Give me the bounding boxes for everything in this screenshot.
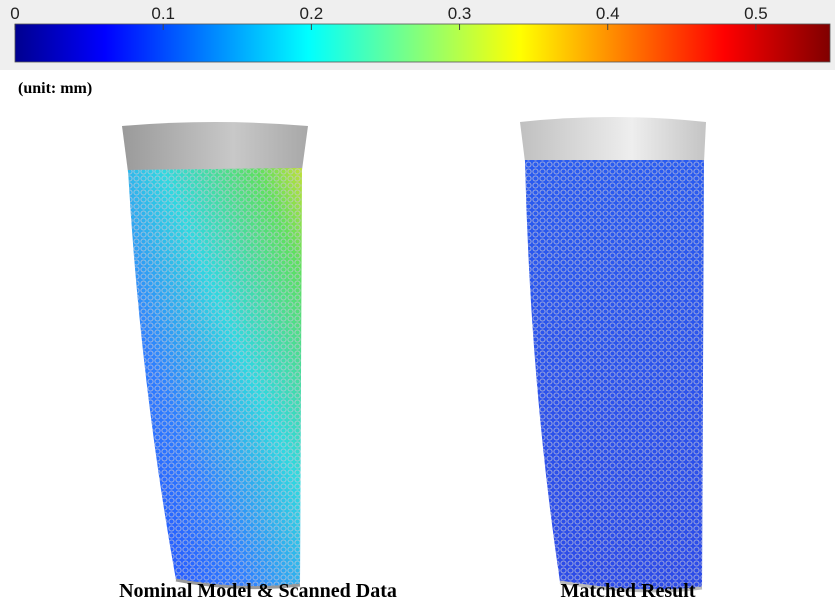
colorbar	[15, 24, 830, 62]
tick-label: 0.2	[300, 4, 324, 23]
tick-label: 0	[10, 4, 19, 23]
tick-label: 0.1	[151, 4, 175, 23]
matched-points	[520, 150, 710, 600]
figure: 0 0.1 0.2 0.3 0.4 0.5 (unit: mm) Nominal Mode…	[0, 0, 835, 607]
tick-label: 0.4	[596, 4, 620, 23]
tick-label: 0.3	[448, 4, 472, 23]
caption: Nominal Model & Scanned Data	[119, 580, 397, 602]
scanned-points	[120, 160, 310, 600]
caption: Matched Result	[561, 580, 696, 602]
nominal-surface	[122, 122, 308, 172]
tick-label: 0.5	[744, 4, 768, 23]
unit-label: (unit: mm)	[18, 80, 92, 97]
nominal-surface	[520, 117, 706, 162]
